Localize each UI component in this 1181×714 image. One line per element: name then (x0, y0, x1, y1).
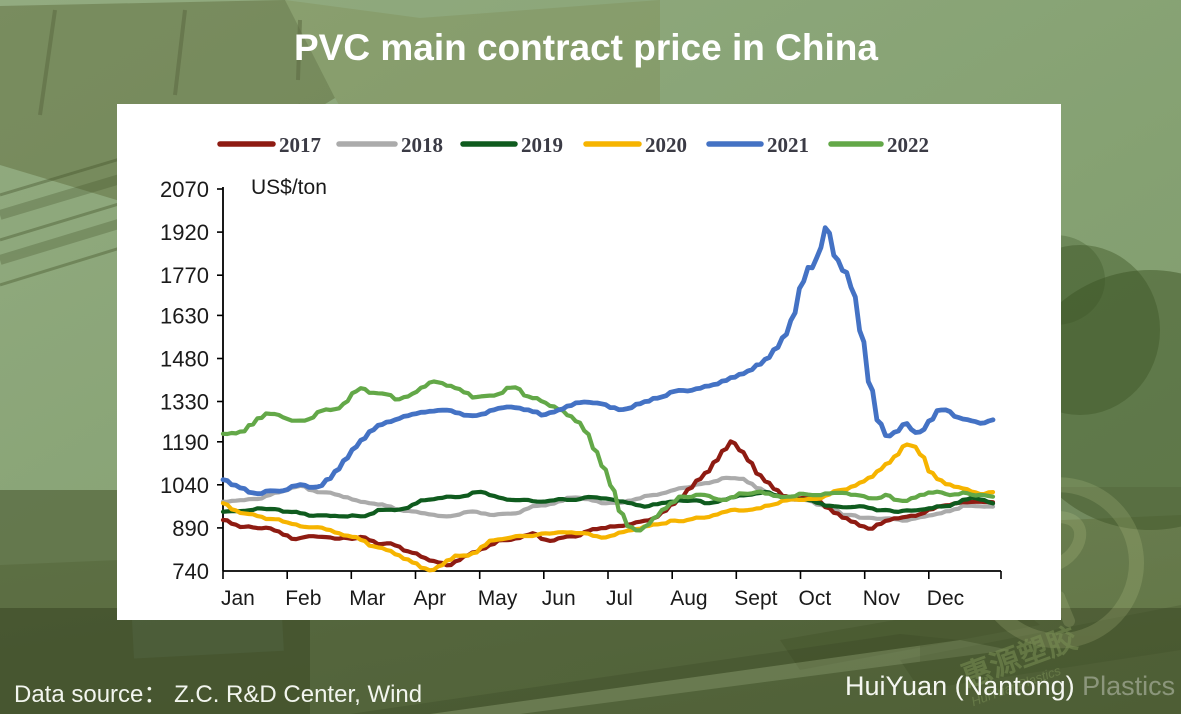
svg-text:1630: 1630 (160, 303, 209, 328)
svg-text:Sept: Sept (734, 587, 777, 610)
svg-text:Aug: Aug (670, 587, 707, 610)
svg-text:2017: 2017 (279, 133, 321, 157)
svg-text:1040: 1040 (160, 473, 209, 498)
svg-text:Oct: Oct (799, 587, 832, 610)
svg-text:Jul: Jul (606, 587, 633, 610)
svg-text:2020: 2020 (645, 133, 687, 157)
svg-text:1920: 1920 (160, 220, 209, 245)
svg-text:Feb: Feb (285, 587, 321, 610)
svg-text:2019: 2019 (521, 133, 563, 157)
svg-text:Mar: Mar (349, 587, 385, 610)
svg-text:May: May (478, 587, 518, 610)
svg-text:2022: 2022 (887, 133, 929, 157)
svg-text:1770: 1770 (160, 263, 209, 288)
svg-text:Nov: Nov (863, 587, 901, 610)
svg-text:2070: 2070 (160, 177, 209, 202)
svg-text:US$/ton: US$/ton (251, 176, 327, 199)
svg-text:740: 740 (172, 559, 209, 584)
svg-text:Apr: Apr (414, 587, 447, 610)
svg-text:Jan: Jan (221, 587, 255, 610)
svg-text:2018: 2018 (401, 133, 443, 157)
svg-text:1330: 1330 (160, 390, 209, 415)
svg-text:1190: 1190 (162, 430, 209, 455)
svg-text:Jun: Jun (542, 587, 576, 610)
svg-text:890: 890 (172, 516, 209, 541)
svg-text:2021: 2021 (767, 133, 809, 157)
svg-text:Dec: Dec (927, 587, 964, 610)
svg-text:1480: 1480 (160, 347, 209, 372)
